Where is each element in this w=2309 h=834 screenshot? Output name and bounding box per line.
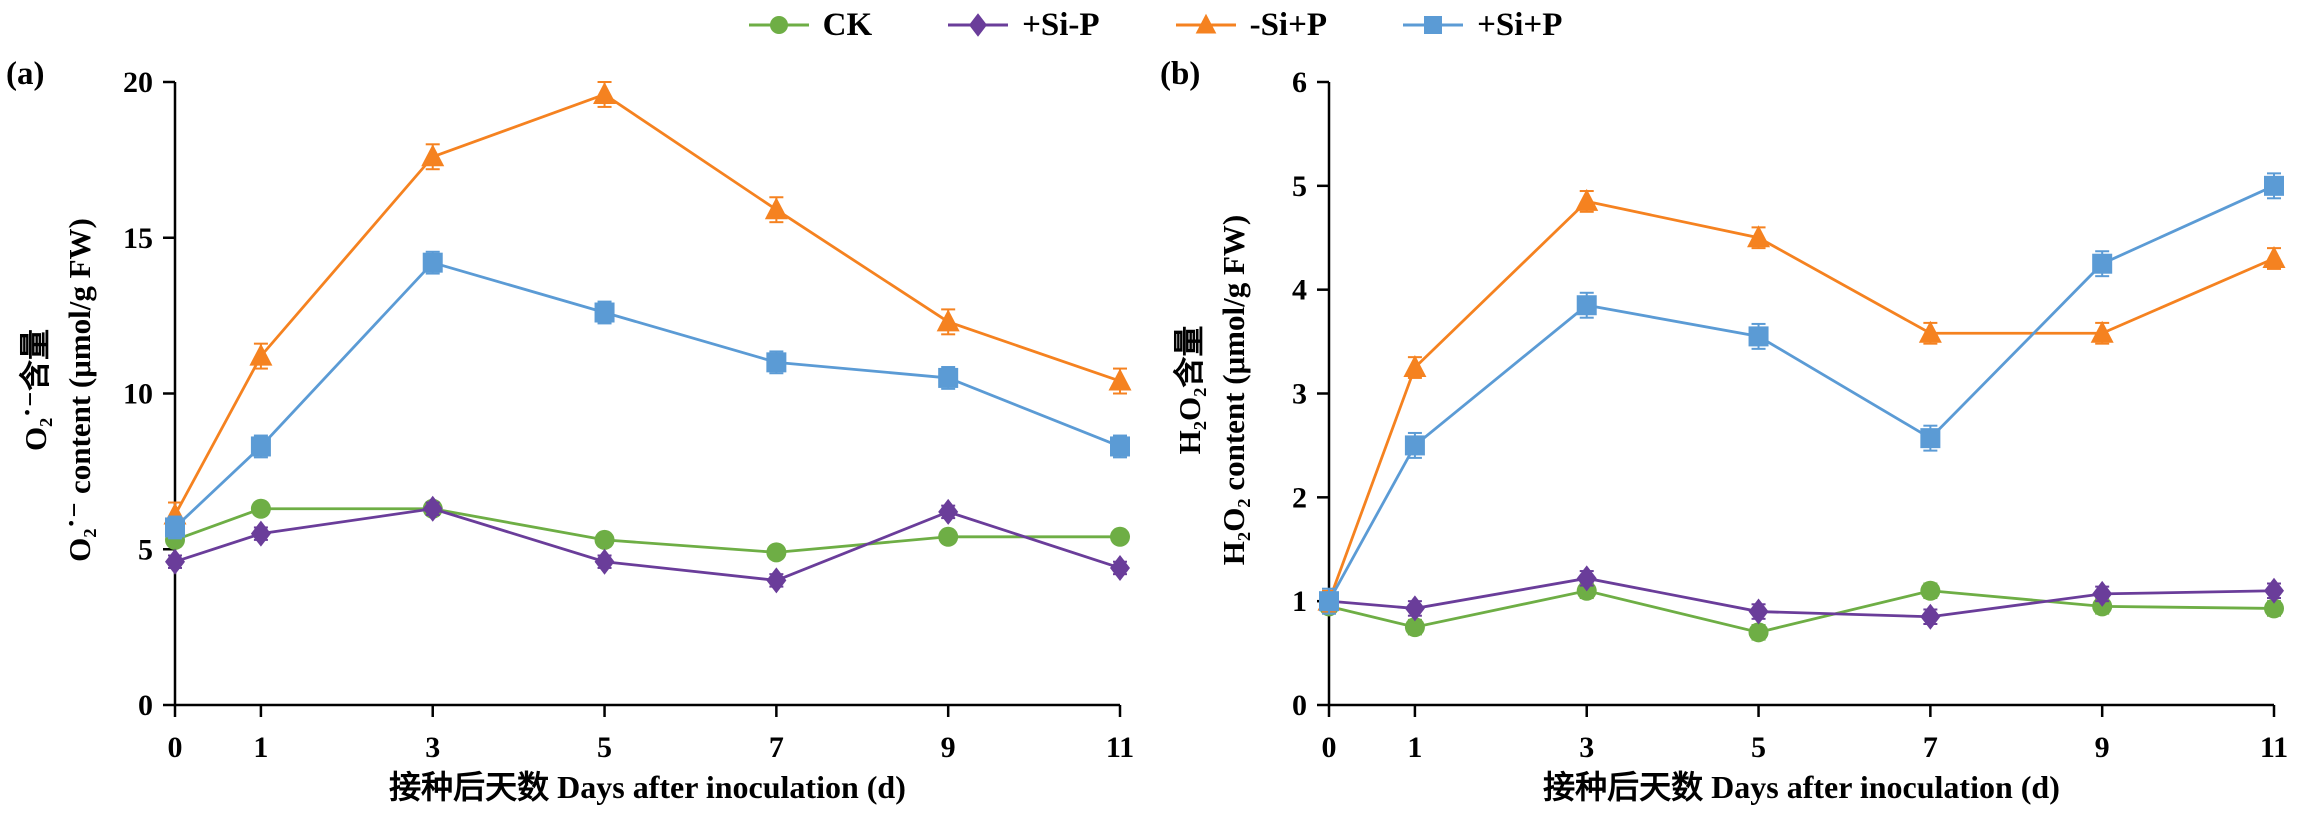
x-ticks: 0 1 3 5 7 9 11 [168,705,1134,764]
chart-svg-b: 0 1 2 3 4 5 6 0 1 3 5 7 9 11 [1292,66,2288,764]
legend-label: CK [822,6,873,43]
tick-label: 1 [1292,585,1307,618]
panel-a: (a) 0 5 10 15 20 0 1 3 5 7 9 11 O₂˙⁻含量 O₂˙⁻ content… [0,50,1154,829]
series-sip [1319,565,2284,630]
chart-svg-a: 0 5 10 15 20 0 1 3 5 7 9 11 [123,66,1134,764]
axes [173,82,1120,707]
tick-label: 5 [138,533,153,566]
tick-label: 3 [1292,378,1307,411]
legend: CK +Si-P -Si+P +Si+P [0,0,2309,50]
tick-label: 2 [1292,481,1307,514]
series-ck [165,498,1130,563]
tick-label: 11 [2260,731,2288,764]
x-axis-label-a: 接种后天数 Days after inoculation (d) [389,769,906,805]
tick-label: 0 [168,731,183,764]
y-axis-label-a-cn: O₂˙⁻含量 [18,328,53,452]
y-axis-label-a-en: O₂˙⁻ content (μmol/g FW) [62,218,97,562]
legend-label: -Si+P [1249,6,1328,43]
y-ticks: 0 5 10 15 20 [123,66,175,722]
tick-label: 4 [1292,274,1307,307]
legend-label: +Si+P [1477,6,1563,43]
tick-label: 3 [425,731,440,764]
tick-label: 10 [123,378,153,411]
tick-label: 6 [1292,66,1307,99]
chart-a-plot: 0 5 10 15 20 0 1 3 5 7 9 11 [0,50,1154,829]
tick-label: 0 [1322,731,1337,764]
tick-label: 3 [1579,731,1594,764]
square-marker-icon [1403,16,1464,34]
y-axis-label-b: H₂O₂含量 H₂O₂ content (μmol/g FW) [1168,215,1256,565]
tick-label: 11 [1106,731,1134,764]
tick-label: 5 [1751,731,1766,764]
legend-label: +Si-P [1022,6,1100,43]
series-sip [165,495,1130,594]
series-sip [165,250,1130,540]
x-axis-label-b: 接种后天数 Days after inoculation (d) [1543,769,2060,805]
tick-label: 0 [138,689,153,722]
tick-label: 20 [123,66,153,99]
tick-label: 5 [1292,170,1307,203]
tick-label: 1 [253,731,268,764]
panel-b-label: (b) [1160,56,1201,92]
legend-item-sip: +Si+P [1401,7,1562,44]
tick-label: 15 [123,222,153,255]
y-axis-label-b-en: H₂O₂ content (μmol/g FW) [1216,214,1251,566]
panels: (a) 0 5 10 15 20 0 1 3 5 7 9 11 O₂˙⁻含量 O₂˙⁻ content… [0,50,2308,829]
panel-a-label: (a) [6,56,45,92]
series-sip [163,81,1132,529]
chart-b-plot: 0 1 2 3 4 5 6 0 1 3 5 7 9 11 [1154,50,2308,829]
circle-marker-icon [748,16,809,34]
tick-label: 0 [1292,689,1307,722]
tick-label: 1 [1407,731,1422,764]
tick-label: 7 [769,731,784,764]
legend-item-ck: CK [747,6,873,44]
triangle-marker-icon [1175,13,1236,34]
diamond-marker-icon [948,13,1009,37]
legend-item-sip: +Si-P [946,6,1100,44]
panel-b: (b) 0 1 2 3 4 5 6 0 1 3 5 7 9 11 H₂O₂含量 H₂O₂ content … [1154,50,2308,829]
tick-label: 9 [2095,731,2110,764]
y-ticks: 0 1 2 3 4 5 6 [1292,66,1329,722]
series-sip [1317,188,2286,613]
tick-label: 9 [941,731,956,764]
tick-label: 5 [597,731,612,764]
legend-item-sip: -Si+P [1174,7,1327,44]
y-axis-label-b-cn: H₂O₂含量 [1172,325,1207,455]
x-ticks: 0 1 3 5 7 9 11 [1322,705,2288,764]
tick-label: 7 [1923,731,1938,764]
y-axis-label-a: O₂˙⁻含量 O₂˙⁻ content (μmol/g FW) [14,218,102,562]
series-sip [1319,172,2284,615]
